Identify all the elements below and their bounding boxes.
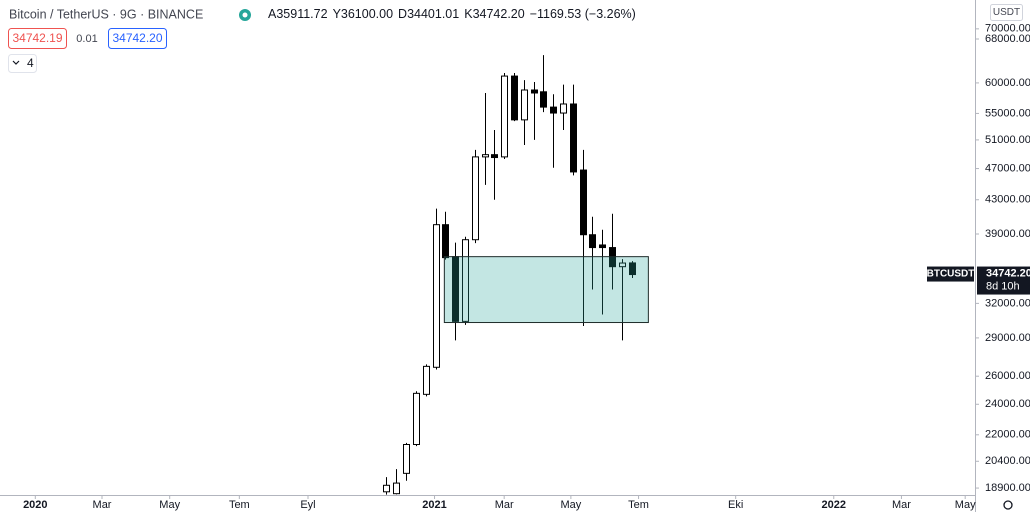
ohlc-key: A: [268, 7, 277, 21]
last-price-label: 34742.20: [986, 267, 1030, 279]
x-tick-label: 2020: [23, 499, 47, 511]
y-tick-label: 43000.00: [985, 194, 1030, 206]
y-tick-label: 51000.00: [985, 134, 1030, 146]
spread: 0.01: [76, 33, 97, 45]
y-tick-label: 47000.00: [985, 162, 1030, 174]
candle-body: [442, 224, 449, 259]
ask-price: 34742.20: [112, 31, 162, 45]
candle-body: [629, 262, 636, 276]
chevron-icon: [12, 60, 20, 65]
candle-body: [589, 234, 596, 249]
change-value: −1169.53 (−3.26%): [530, 7, 636, 21]
ohlc-value: 35911.72: [276, 7, 327, 21]
y-tick-label: 60000.00: [985, 77, 1030, 89]
x-tick-label: Tem: [229, 499, 250, 511]
candle-body: [413, 392, 420, 445]
y-tick-label: 18900.00: [985, 482, 1030, 494]
x-tick-label: Mar: [93, 499, 112, 511]
x-tick-label: May: [159, 499, 180, 511]
candle-body: [393, 482, 400, 495]
y-tick-label: 55000.00: [985, 107, 1030, 119]
candle-body: [383, 484, 390, 493]
candle-body: [403, 443, 410, 474]
indicator-toggle[interactable]: [8, 54, 37, 73]
candle-body: [501, 75, 508, 158]
candle-body: [472, 156, 479, 241]
countdown-label: 8d 10h: [986, 280, 1020, 292]
x-tick-label: 2021: [422, 499, 446, 511]
symbol-tag: [927, 266, 974, 282]
candle-body: [540, 91, 547, 108]
bid-price: 34742.19: [12, 31, 62, 45]
y-tick-label: 24000.00: [985, 398, 1030, 410]
x-tick-label: Mar: [892, 499, 911, 511]
y-tick-label: 39000.00: [985, 228, 1030, 240]
candle-body: [423, 365, 430, 395]
x-tick-label: 2022: [822, 499, 846, 511]
header: Bitcoin / TetherUS · 9G · BINANCE A35911.…: [8, 4, 1023, 510]
indicator-count: 4: [27, 56, 34, 70]
ohlc-key: K: [464, 7, 473, 21]
currency-label: USDT: [993, 7, 1020, 18]
x-tick-label: May: [955, 499, 976, 511]
bid-box[interactable]: [8, 28, 67, 49]
ohlc-value: 34401.01: [407, 7, 459, 21]
x-tick-label: Tem: [628, 499, 649, 511]
price-zone: [443, 256, 649, 324]
candle-body: [599, 244, 606, 249]
market-status-dot: [242, 12, 248, 18]
last-price-tag: [977, 266, 1030, 295]
y-tick-label: 20400.00: [985, 455, 1030, 467]
y-tick-label: 32000.00: [985, 297, 1030, 309]
candles: [383, 55, 636, 495]
y-tick-label: 22000.00: [985, 429, 1030, 441]
y-tick-label: 70000.00: [985, 23, 1030, 35]
y-tick-label: 26000.00: [985, 370, 1030, 382]
candle-body: [521, 89, 528, 121]
candle-body: [462, 239, 469, 322]
ohlc-key: Y: [333, 7, 342, 21]
candle-body: [570, 103, 577, 173]
ohlc-row: A35911.72 Y36100.00 D34401.01 K34742.20 −116…: [268, 7, 636, 21]
candle-body: [619, 262, 626, 268]
candle-body: [550, 106, 557, 114]
y-tick-label: 29000.00: [985, 332, 1030, 344]
overlay: [443, 256, 649, 324]
symbol-tag-label: BTCUSDT: [927, 269, 975, 280]
candle-body: [560, 103, 567, 114]
x-tick-label: May: [560, 499, 581, 511]
currency-box[interactable]: [990, 4, 1023, 21]
x-tick-label: Mar: [495, 499, 514, 511]
candle-body: [531, 89, 538, 94]
y-tick-label: 68000.00: [985, 33, 1030, 45]
candle-body: [433, 224, 440, 368]
symbol-title: Bitcoin / TetherUS · 9G · BINANCE: [9, 7, 203, 21]
ohlc-key: D: [398, 7, 407, 21]
candle-body: [580, 169, 587, 236]
ohlc-value: 36100.00: [341, 7, 393, 21]
settings-icon[interactable]: [1003, 500, 1013, 510]
ohlc-value: 34742.20: [473, 7, 525, 21]
candle-body: [491, 154, 498, 159]
x-tick-label: Eki: [728, 499, 743, 511]
candle-body: [482, 154, 489, 158]
ask-box[interactable]: [108, 28, 167, 49]
candle-body: [511, 75, 518, 121]
x-tick-label: Eyl: [300, 499, 315, 511]
